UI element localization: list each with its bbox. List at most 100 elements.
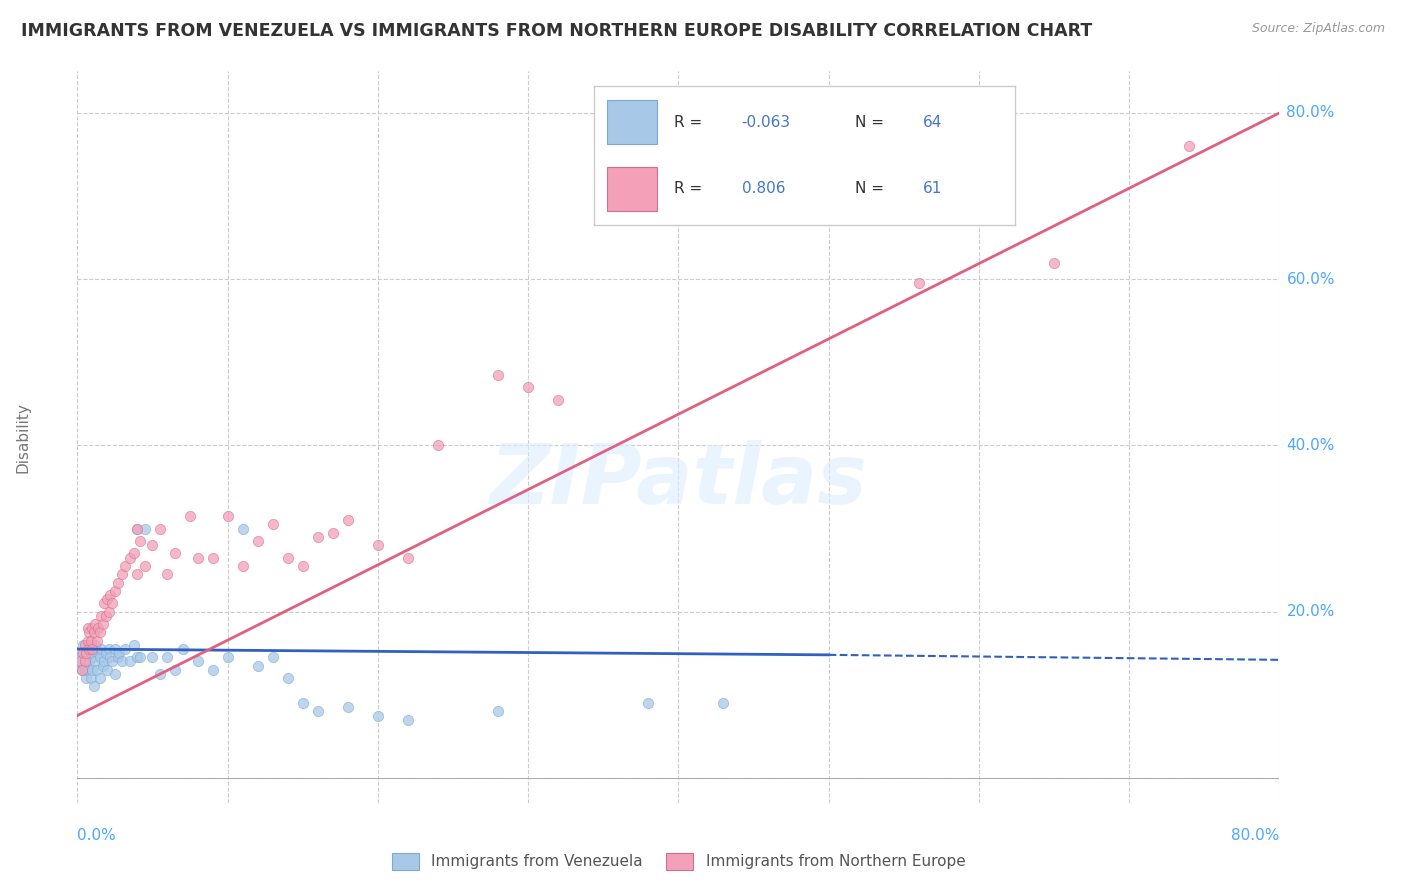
Point <box>101 596 124 610</box>
Point <box>396 713 419 727</box>
Point <box>100 588 122 602</box>
Point <box>89 625 111 640</box>
Point <box>201 550 224 565</box>
Point <box>127 521 149 535</box>
Point <box>79 655 101 669</box>
Point <box>97 605 120 619</box>
Point <box>104 583 127 598</box>
Point <box>262 650 284 665</box>
Point <box>141 650 163 665</box>
Point <box>72 638 94 652</box>
Text: Disability: Disability <box>15 401 31 473</box>
Point <box>118 655 141 669</box>
Point <box>129 533 152 548</box>
Point <box>246 533 269 548</box>
Point <box>486 705 509 719</box>
Point <box>87 646 110 660</box>
Point <box>217 650 239 665</box>
Point <box>547 392 569 407</box>
Point <box>127 650 149 665</box>
Point <box>79 642 101 657</box>
Point <box>70 663 93 677</box>
Point <box>69 655 91 669</box>
Point <box>70 663 93 677</box>
Point <box>73 655 96 669</box>
Point <box>141 538 163 552</box>
Point <box>336 513 359 527</box>
Point <box>124 546 146 560</box>
Point <box>91 658 114 673</box>
Point <box>291 696 314 710</box>
Point <box>75 646 97 660</box>
Point <box>149 667 172 681</box>
Text: 60.0%: 60.0% <box>1286 272 1334 286</box>
Point <box>96 663 118 677</box>
Point <box>134 521 156 535</box>
Point <box>79 638 101 652</box>
Point <box>83 642 105 657</box>
Point <box>108 646 131 660</box>
Text: 0.0%: 0.0% <box>77 828 117 843</box>
Point <box>80 633 103 648</box>
Point <box>94 646 117 660</box>
Point <box>713 696 735 710</box>
Point <box>163 663 186 677</box>
Point <box>114 642 136 657</box>
Point <box>262 517 284 532</box>
Point <box>80 671 103 685</box>
Point <box>73 663 96 677</box>
Point <box>127 567 149 582</box>
Point <box>97 642 120 657</box>
Point <box>201 663 224 677</box>
Point <box>104 642 127 657</box>
Point <box>186 550 209 565</box>
Point <box>517 380 540 394</box>
Point <box>156 567 179 582</box>
Point <box>396 550 419 565</box>
Point <box>83 680 105 694</box>
Point <box>70 646 93 660</box>
Point <box>246 658 269 673</box>
Point <box>124 638 146 652</box>
Point <box>84 655 107 669</box>
Point <box>908 277 931 291</box>
Text: 20.0%: 20.0% <box>1286 604 1334 619</box>
Point <box>76 642 98 657</box>
Point <box>80 646 103 660</box>
Legend: Immigrants from Venezuela, Immigrants from Northern Europe: Immigrants from Venezuela, Immigrants fr… <box>385 847 972 876</box>
Point <box>111 567 134 582</box>
Point <box>90 642 112 657</box>
Point <box>79 625 101 640</box>
Point <box>1178 139 1201 153</box>
Point <box>91 617 114 632</box>
Point <box>179 509 201 524</box>
Point <box>427 438 450 452</box>
Point <box>90 608 112 623</box>
Point <box>134 558 156 573</box>
Point <box>217 509 239 524</box>
Point <box>163 546 186 560</box>
Point <box>127 521 149 535</box>
Point <box>156 650 179 665</box>
Point <box>73 638 96 652</box>
Point <box>637 696 659 710</box>
Text: IMMIGRANTS FROM VENEZUELA VS IMMIGRANTS FROM NORTHERN EUROPE DISABILITY CORRELAT: IMMIGRANTS FROM VENEZUELA VS IMMIGRANTS … <box>21 22 1092 40</box>
Text: 80.0%: 80.0% <box>1232 828 1279 843</box>
Point <box>69 655 91 669</box>
Point <box>172 642 194 657</box>
Point <box>486 368 509 382</box>
Point <box>86 663 108 677</box>
Point <box>129 650 152 665</box>
Point <box>75 671 97 685</box>
Point <box>87 621 110 635</box>
Point <box>367 708 389 723</box>
Point <box>84 638 107 652</box>
Point <box>104 667 127 681</box>
Point <box>96 592 118 607</box>
Point <box>114 558 136 573</box>
Point <box>82 650 104 665</box>
Point <box>89 650 111 665</box>
Point <box>94 608 117 623</box>
Point <box>367 538 389 552</box>
Point <box>149 521 172 535</box>
